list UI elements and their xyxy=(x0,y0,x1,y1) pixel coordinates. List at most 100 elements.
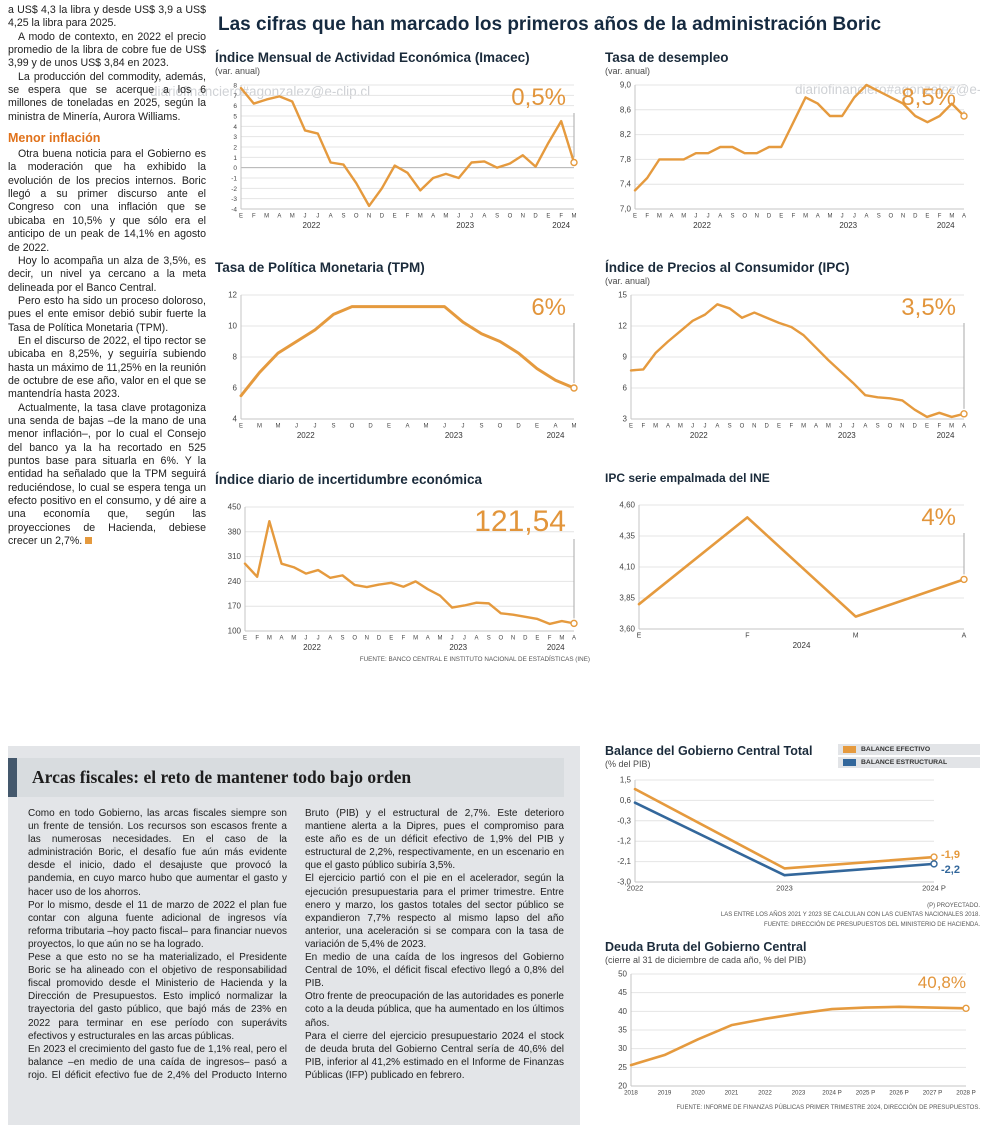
svg-text:M: M xyxy=(949,424,954,430)
svg-text:-3: -3 xyxy=(231,196,237,203)
chart-tpm: Tasa de Política Monetaria (TPM) 12 10 8 6 4… xyxy=(215,260,590,441)
paragraph: En medio de una caída de los ingresos de… xyxy=(305,952,564,990)
svg-text:2022: 2022 xyxy=(627,884,644,893)
svg-text:F: F xyxy=(548,636,552,642)
svg-text:A: A xyxy=(863,424,867,430)
svg-text:F: F xyxy=(402,636,406,642)
svg-text:2025 P: 2025 P xyxy=(856,1090,876,1097)
paragraph: Como en todo Gobierno, las arcas fiscale… xyxy=(28,808,287,898)
svg-text:12: 12 xyxy=(618,322,627,331)
svg-text:2023: 2023 xyxy=(456,221,474,230)
svg-text:J: J xyxy=(457,214,460,220)
balance-legend: BALANCE EFECTIVO BALANCE ESTRUCTURAL xyxy=(838,744,980,768)
fiscal-header: Arcas fiscales: el reto de mantener todo… xyxy=(8,758,564,797)
svg-text:3,60: 3,60 xyxy=(619,625,635,634)
svg-text:S: S xyxy=(340,636,344,642)
svg-text:D: D xyxy=(523,636,528,642)
svg-text:7,8: 7,8 xyxy=(620,155,632,164)
svg-text:100: 100 xyxy=(228,627,242,636)
svg-text:E: E xyxy=(535,636,539,642)
svg-text:170: 170 xyxy=(228,602,242,611)
svg-text:0,6: 0,6 xyxy=(620,796,632,805)
balance-footnote-2: LAS ENTRE LOS AÑOS 2021 Y 2023 SE CALCUL… xyxy=(720,912,980,919)
chart-tpm-subtitle xyxy=(215,276,590,289)
svg-text:7,0: 7,0 xyxy=(620,205,632,214)
svg-text:D: D xyxy=(377,636,382,642)
svg-text:7,4: 7,4 xyxy=(620,180,632,189)
svg-text:S: S xyxy=(341,214,345,220)
svg-text:2026 P: 2026 P xyxy=(889,1090,909,1097)
svg-text:-1: -1 xyxy=(231,176,237,183)
svg-text:D: D xyxy=(912,424,917,430)
svg-text:E: E xyxy=(243,636,247,642)
svg-text:J: J xyxy=(304,636,307,642)
svg-text:0,5%: 0,5% xyxy=(511,84,566,111)
svg-text:M: M xyxy=(418,214,423,220)
svg-text:F: F xyxy=(406,214,410,220)
paragraph: Actualmente, la tasa clave protagoniza u… xyxy=(8,401,206,548)
page-title: Las cifras que han marcado los primeros … xyxy=(218,14,882,35)
svg-text:E: E xyxy=(239,214,243,220)
legend-swatch-estructural-icon xyxy=(843,759,856,766)
svg-text:O: O xyxy=(352,636,357,642)
svg-text:A: A xyxy=(280,636,284,642)
svg-text:E: E xyxy=(546,214,550,220)
svg-text:S: S xyxy=(479,424,483,430)
svg-text:D: D xyxy=(533,214,538,220)
legend-swatch-efectivo-icon xyxy=(843,746,856,753)
svg-text:4,35: 4,35 xyxy=(619,532,635,541)
chart-ipc-empalmada-plot: 4,60 4,35 4,10 3,85 3,60 E F M A 2024 4% xyxy=(605,499,980,651)
svg-text:2024 P: 2024 P xyxy=(922,884,946,893)
svg-text:2023: 2023 xyxy=(776,884,793,893)
svg-text:O: O xyxy=(889,214,894,220)
svg-text:J: J xyxy=(707,214,710,220)
svg-text:2024: 2024 xyxy=(793,641,811,650)
svg-text:M: M xyxy=(424,424,429,430)
svg-text:35: 35 xyxy=(618,1026,627,1035)
svg-text:M: M xyxy=(276,424,281,430)
svg-text:240: 240 xyxy=(228,577,242,586)
chart-ipc-empalmada: IPC serie empalmada del INE 4,60 4,35 4,10… xyxy=(605,471,980,651)
paragraph: En el discurso de 2022, el tipo rector s… xyxy=(8,334,206,401)
svg-text:M: M xyxy=(653,424,658,430)
svg-text:15: 15 xyxy=(618,291,627,300)
svg-text:5: 5 xyxy=(233,114,237,121)
svg-text:M: M xyxy=(657,214,662,220)
svg-text:J: J xyxy=(314,424,317,430)
svg-text:F: F xyxy=(745,633,749,640)
svg-text:2027 P: 2027 P xyxy=(923,1090,943,1097)
svg-text:J: J xyxy=(463,636,466,642)
svg-text:F: F xyxy=(789,424,793,430)
svg-text:E: E xyxy=(925,214,929,220)
svg-text:2024 P: 2024 P xyxy=(822,1090,842,1097)
svg-text:0: 0 xyxy=(233,165,237,172)
svg-text:2021: 2021 xyxy=(725,1090,739,1097)
svg-text:D: D xyxy=(368,424,373,430)
svg-text:45: 45 xyxy=(618,988,627,997)
svg-text:M: M xyxy=(949,214,954,220)
svg-text:J: J xyxy=(451,636,454,642)
chart-ipc-empalmada-title: IPC serie empalmada del INE xyxy=(605,471,770,485)
svg-text:A: A xyxy=(816,214,820,220)
svg-text:S: S xyxy=(331,424,335,430)
svg-text:2024: 2024 xyxy=(937,221,955,230)
svg-text:A: A xyxy=(666,424,670,430)
legend-item-estructural: BALANCE ESTRUCTURAL xyxy=(838,757,980,768)
svg-text:J: J xyxy=(316,214,319,220)
svg-text:121,54: 121,54 xyxy=(474,505,566,538)
svg-text:J: J xyxy=(691,424,694,430)
svg-text:3,85: 3,85 xyxy=(619,594,635,603)
svg-text:S: S xyxy=(876,424,880,430)
svg-text:-4: -4 xyxy=(231,207,237,214)
chart-tpm-title: Tasa de Política Monetaria (TPM) xyxy=(215,260,425,275)
svg-text:-3,0: -3,0 xyxy=(617,878,631,887)
svg-text:310: 310 xyxy=(228,552,242,561)
svg-text:M: M xyxy=(572,424,577,430)
fiscal-text: Como en todo Gobierno, las arcas fiscale… xyxy=(8,801,580,1117)
svg-text:8,2: 8,2 xyxy=(620,130,632,139)
chart-ipc-title: Índice de Precios al Consumidor (IPC) xyxy=(605,260,850,275)
svg-text:4,60: 4,60 xyxy=(619,501,635,510)
charts-source: FUENTE: BANCO CENTRAL E INSTITUTO NACION… xyxy=(359,656,590,663)
svg-text:E: E xyxy=(393,214,397,220)
svg-text:O: O xyxy=(888,424,893,430)
